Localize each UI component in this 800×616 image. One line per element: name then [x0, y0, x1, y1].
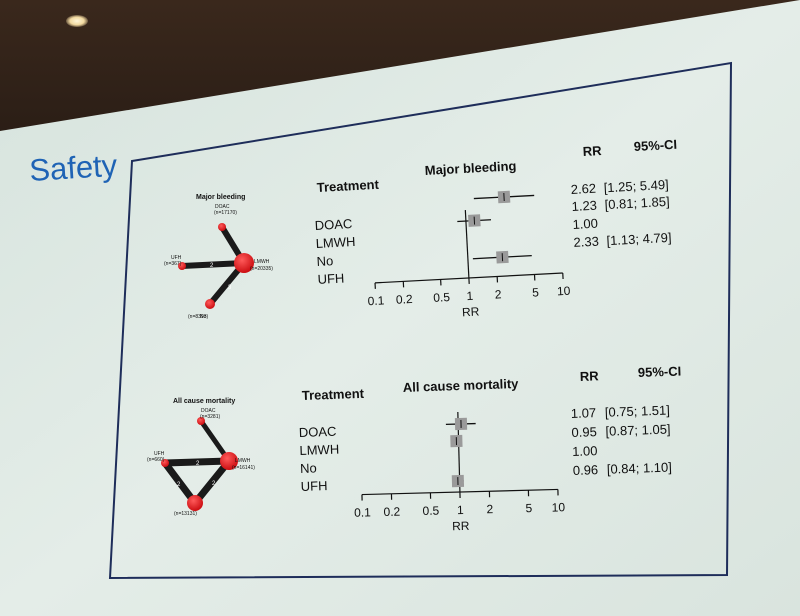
- treatment-header: Treatment: [302, 386, 365, 403]
- ceiling-light: [66, 15, 88, 27]
- node-label: UFH: [154, 451, 165, 457]
- rr-value: 1.07: [571, 405, 597, 421]
- network-edge: [179, 260, 247, 269]
- ci-value: [0.75; 1.51]: [605, 403, 671, 420]
- treatment-labels: DOAC LMWH No UFH: [299, 424, 340, 494]
- tick-label: 2: [494, 287, 502, 301]
- network-title: Major bleeding: [196, 194, 245, 201]
- network-node: [187, 495, 203, 511]
- node-label: No: [200, 314, 207, 320]
- forest-title: Major bleeding: [424, 158, 516, 178]
- ci-value: [0.87; 1.05]: [605, 422, 671, 439]
- node-label: LMWH: [235, 458, 251, 464]
- rr-value: 1.00: [572, 216, 598, 232]
- tick-label: 0.1: [367, 293, 385, 308]
- forest-title: All cause mortality: [403, 376, 520, 395]
- tick-label: 5: [532, 285, 540, 299]
- forest-plot-all-cause-mortality: 0.1 0.2 0.5 1 2 5 10 RR: [354, 412, 566, 533]
- node-label: DOAC: [215, 204, 230, 210]
- rr-value: 1.00: [572, 443, 598, 459]
- rr-value: 0.96: [573, 462, 599, 478]
- ci-value: [1.13; 4.79]: [606, 230, 672, 248]
- tick-label: 1: [466, 289, 474, 303]
- network-diagram-major-bleeding: Major bleeding 2 3 DOAC (n=17170) UFH (n…: [164, 194, 273, 320]
- network-edge: [191, 457, 233, 507]
- treatment-labels: DOAC LMWH No UFH: [314, 216, 355, 287]
- tick-label: 0.5: [422, 504, 439, 518]
- treatment-label: No: [316, 253, 333, 269]
- ci-header: 95%-CI: [638, 363, 682, 380]
- treatment-label: DOAC: [299, 424, 337, 440]
- rr-value: 1.23: [571, 198, 597, 214]
- network-edge: [161, 457, 233, 467]
- network-node: [218, 223, 226, 231]
- treatment-header: Treatment: [316, 177, 380, 195]
- ci-header: 95%-CI: [633, 137, 677, 154]
- tick-label: 5: [525, 501, 532, 515]
- node-label: DOAC: [201, 408, 216, 414]
- node-label: UFH: [171, 255, 182, 261]
- node-count: (n=660): [147, 457, 165, 463]
- edge-number: 2: [212, 481, 216, 487]
- slide-title: Safety: [28, 148, 118, 188]
- edge-number: 2: [177, 482, 181, 488]
- tick-label: 0.5: [433, 290, 451, 305]
- network-edge: [161, 459, 199, 507]
- network-node: [205, 299, 215, 309]
- content-frame: [108, 61, 733, 580]
- treatment-label: LMWH: [299, 442, 339, 458]
- rr-value: 0.95: [571, 424, 597, 440]
- rr-value: 2.62: [570, 181, 596, 197]
- axis-label: RR: [462, 304, 480, 319]
- network-node: [161, 459, 169, 467]
- network-node: [197, 417, 205, 425]
- tick-label: 0.2: [383, 505, 400, 519]
- node-count: (n=8393): [188, 314, 208, 320]
- rr-values: 1.07 [0.75; 1.51] 0.95 [0.87; 1.05] 1.00…: [571, 403, 673, 478]
- tick-label: 0.1: [354, 505, 371, 519]
- treatment-label: UFH: [317, 271, 344, 287]
- forest-plot-major-bleeding: 0.1 0.2 0.5 1 2 5 10 RR: [367, 190, 571, 319]
- tick-label: 10: [551, 500, 565, 514]
- treatment-label: No: [300, 460, 317, 476]
- panel-major-bleeding: Major bleeding 2 3 DOAC (n=17170) UFH (n…: [164, 137, 677, 320]
- network-node: [220, 452, 238, 470]
- axis-label: RR: [452, 519, 470, 533]
- ci-value: [0.81; 1.85]: [604, 194, 670, 212]
- edge-number: 2: [196, 461, 200, 467]
- tick-label: 10: [557, 284, 571, 299]
- edge-number: 3: [228, 285, 232, 291]
- network-node: [234, 253, 254, 273]
- node-count: (n=17170): [214, 210, 237, 216]
- rr-header: RR: [580, 368, 600, 384]
- rr-header: RR: [582, 143, 602, 159]
- treatment-label: DOAC: [314, 216, 352, 233]
- node-count: (n=13131): [174, 511, 197, 517]
- tick-label: 0.2: [396, 292, 414, 307]
- node-count: (n=16141): [232, 465, 255, 471]
- treatment-label: LMWH: [315, 234, 355, 251]
- rr-value: 2.33: [573, 234, 599, 250]
- rr-values: 2.62 [1.25; 5.49] 1.23 [0.81; 1.85] 1.00…: [570, 177, 671, 250]
- network-title: All cause mortality: [173, 398, 235, 405]
- ci-value: [1.25; 5.49]: [603, 177, 669, 195]
- panel-all-cause-mortality: All cause mortality 2 2 2 DOAC (n=3281) …: [147, 363, 682, 533]
- edge-number: 2: [210, 263, 214, 269]
- tick-label: 1: [457, 503, 464, 517]
- treatment-label: UFH: [300, 478, 327, 494]
- node-count: (n=20335): [250, 266, 273, 272]
- ci-value: [0.84; 1.10]: [607, 460, 673, 477]
- node-label: LMWH: [254, 259, 270, 265]
- node-count: (n=3281): [200, 414, 220, 420]
- node-count: (n=367): [164, 261, 182, 267]
- tick-label: 2: [486, 502, 493, 516]
- network-node: [178, 262, 186, 270]
- network-diagram-all-cause-mortality: All cause mortality 2 2 2 DOAC (n=3281) …: [147, 398, 255, 517]
